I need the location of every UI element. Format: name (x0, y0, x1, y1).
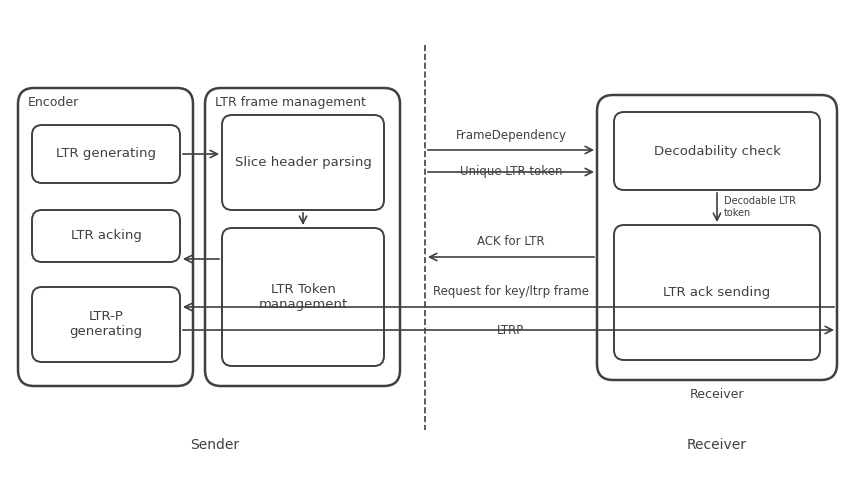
FancyBboxPatch shape (32, 210, 180, 262)
Text: LTR-P
generating: LTR-P generating (70, 311, 143, 338)
FancyBboxPatch shape (32, 125, 180, 183)
Text: Decodable LTR
token: Decodable LTR token (724, 196, 796, 218)
Text: Request for key/ltrp frame: Request for key/ltrp frame (433, 285, 589, 298)
Text: LTR acking: LTR acking (71, 229, 141, 243)
Text: LTR Token
management: LTR Token management (258, 283, 348, 311)
FancyBboxPatch shape (205, 88, 400, 386)
Text: Receiver: Receiver (687, 438, 747, 452)
Text: LTR frame management: LTR frame management (215, 96, 366, 109)
FancyBboxPatch shape (614, 112, 820, 190)
Text: FrameDependency: FrameDependency (456, 129, 566, 142)
Text: Receiver: Receiver (689, 388, 745, 401)
Text: ACK for LTR: ACK for LTR (477, 235, 545, 248)
Text: Unique LTR token: Unique LTR token (460, 165, 562, 178)
Text: LTR generating: LTR generating (56, 148, 156, 161)
Text: Encoder: Encoder (28, 96, 79, 109)
FancyBboxPatch shape (222, 228, 384, 366)
Text: Slice header parsing: Slice header parsing (235, 156, 371, 169)
Text: LTRP: LTRP (497, 324, 524, 337)
FancyBboxPatch shape (32, 287, 180, 362)
Text: Sender: Sender (190, 438, 240, 452)
Text: Decodability check: Decodability check (654, 145, 780, 157)
Text: LTR ack sending: LTR ack sending (663, 286, 771, 299)
FancyBboxPatch shape (222, 115, 384, 210)
FancyBboxPatch shape (597, 95, 837, 380)
FancyBboxPatch shape (18, 88, 193, 386)
FancyBboxPatch shape (614, 225, 820, 360)
